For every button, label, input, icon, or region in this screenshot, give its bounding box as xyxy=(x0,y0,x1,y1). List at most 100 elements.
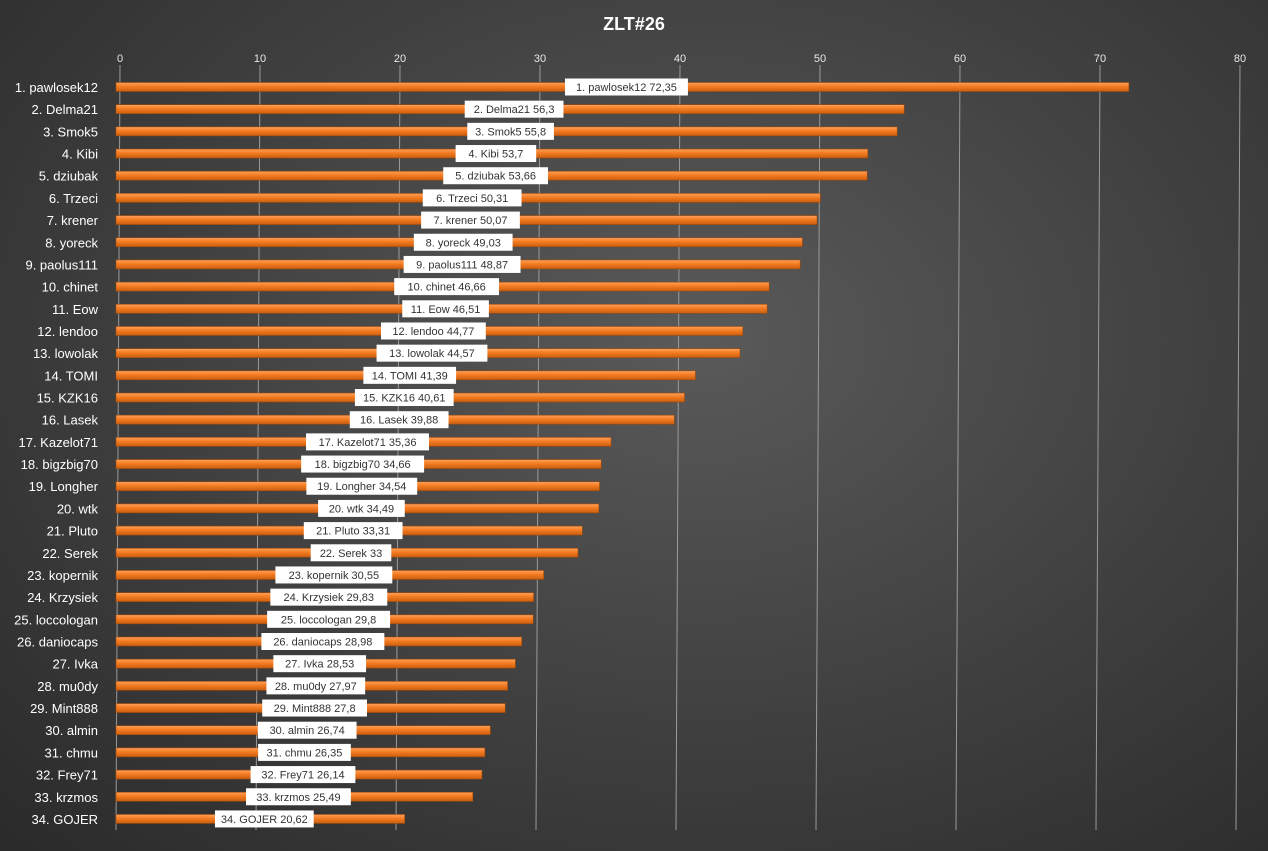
data-label: 21. Pluto 33,31 xyxy=(316,526,390,538)
data-label-box xyxy=(275,566,393,584)
data-label-box xyxy=(270,588,388,606)
data-label-box xyxy=(258,743,351,761)
data-label-box xyxy=(422,189,522,207)
data-label: 4. Kibi 53,7 xyxy=(468,149,523,161)
category-label: 29. Mint888 xyxy=(30,701,98,716)
data-label: 16. Lasek 39,88 xyxy=(360,415,438,427)
data-label-box xyxy=(250,766,356,784)
data-label: 1. pawlosek12 72,35 xyxy=(576,82,677,94)
data-label: 14. TOMI 41,39 xyxy=(372,370,448,382)
category-label: 23. kopernik xyxy=(27,568,98,583)
data-label-box xyxy=(349,411,449,429)
data-label: 10. chinet 46,66 xyxy=(407,282,485,294)
x-tick-label: 0 xyxy=(117,53,123,65)
category-label: 22. Serek xyxy=(42,546,98,561)
data-label: 3. Smok5 55,8 xyxy=(475,126,546,138)
data-label: 27. Ivka 28,53 xyxy=(285,659,354,671)
data-label-box xyxy=(267,610,391,628)
category-label: 17. Kazelot71 xyxy=(18,435,98,450)
category-label: 6. Trzeci xyxy=(49,191,98,206)
data-label: 25. loccologan 29,8 xyxy=(281,614,376,626)
data-label-box xyxy=(257,721,357,739)
data-label-box xyxy=(413,233,513,251)
category-label: 2. Delma21 xyxy=(32,102,98,117)
category-labels: 1. pawlosek12 2. Delma21 3. Smok5 4. Kibi 5.… xyxy=(14,80,99,827)
category-label: 18. bigzbig70 xyxy=(21,457,98,472)
x-tick-label: 40 xyxy=(674,53,686,65)
data-label-box xyxy=(455,145,537,163)
data-label-box xyxy=(262,699,367,717)
category-label: 19. Longher xyxy=(29,479,99,494)
data-label: 31. chmu 26,35 xyxy=(267,747,343,759)
x-tick-label: 80 xyxy=(1234,53,1246,65)
data-label: 23. kopernik 30,55 xyxy=(289,570,380,582)
data-label: 30. almin 26,74 xyxy=(270,725,345,737)
data-label-box xyxy=(443,167,549,185)
x-axis-ticks: 0 10 20 30 40 50 60 70 80 xyxy=(117,53,1246,65)
category-label: 11. Eow xyxy=(52,302,99,317)
chart-title: ZLT#26 xyxy=(603,14,665,34)
data-label-box xyxy=(306,477,418,495)
x-tick-label: 70 xyxy=(1094,53,1106,65)
x-tick-label: 50 xyxy=(814,53,826,65)
category-label: 25. loccologan xyxy=(14,612,98,627)
category-label: 27. Ivka xyxy=(52,657,98,672)
data-label-box xyxy=(301,455,425,473)
data-label-box xyxy=(394,278,500,296)
data-label: 34. GOJER 20,62 xyxy=(221,814,308,826)
category-label: 13. lowolak xyxy=(33,346,99,361)
data-label: 33. krzmos 25,49 xyxy=(256,792,340,804)
gridline xyxy=(115,64,121,831)
category-label: 28. mu0dy xyxy=(37,679,98,694)
gridlines xyxy=(115,64,1241,831)
data-label-box xyxy=(303,522,403,540)
data-label-box xyxy=(266,677,366,695)
data-label-box xyxy=(273,655,367,673)
category-label: 32. Frey71 xyxy=(36,768,98,783)
gridline xyxy=(535,64,541,831)
category-label: 4. Kibi xyxy=(62,147,98,162)
data-label-box xyxy=(246,788,351,806)
category-label: 26. daniocaps xyxy=(17,635,98,650)
data-label: 7. krener 50,07 xyxy=(433,215,507,227)
data-label-box xyxy=(376,344,488,362)
category-label: 16. Lasek xyxy=(42,413,99,428)
gridline xyxy=(255,64,261,831)
data-label: 11. Eow 46,51 xyxy=(411,304,481,316)
category-label: 34. GOJER xyxy=(32,812,98,827)
data-label: 8. yoreck 49,03 xyxy=(426,237,501,249)
x-tick-label: 30 xyxy=(534,53,546,65)
data-label: 29. Mint888 27,8 xyxy=(274,703,356,715)
data-label-box xyxy=(306,433,429,451)
category-label: 1. pawlosek12 xyxy=(15,80,98,95)
data-label-box xyxy=(421,211,520,229)
category-label: 33. krzmos xyxy=(34,790,98,805)
category-label: 31. chmu xyxy=(45,745,98,760)
data-label-box xyxy=(403,255,521,273)
category-label: 9. paolus111 xyxy=(25,257,98,272)
data-labels: 1. pawlosek12 72,35 2. Delma21 56,3 3. Smo… xyxy=(214,78,688,828)
x-tick-label: 10 xyxy=(254,53,266,65)
data-label-box xyxy=(564,78,688,96)
data-label-box xyxy=(214,810,314,828)
data-label-box xyxy=(363,366,457,384)
gridline xyxy=(815,64,821,831)
category-label: 24. Krzysiek xyxy=(27,590,98,605)
data-label: 17. Kazelot71 35,36 xyxy=(319,437,417,449)
data-label: 12. lendoo 44,77 xyxy=(392,326,474,338)
gridline xyxy=(675,64,681,831)
data-label: 13. lowolak 44,57 xyxy=(389,348,475,360)
category-label: 14. TOMI xyxy=(44,368,98,383)
category-label: 5. dziubak xyxy=(39,169,99,184)
data-label: 28. mu0dy 27,97 xyxy=(275,681,357,693)
data-label: 20. wtk 34,49 xyxy=(329,503,394,515)
category-label: 21. Pluto xyxy=(47,524,98,539)
data-label-box xyxy=(310,544,392,562)
data-label: 6. Trzeci 50,31 xyxy=(436,193,508,205)
category-label: 12. lendoo xyxy=(37,324,98,339)
category-label: 7. krener xyxy=(47,213,99,228)
data-label: 32. Frey71 26,14 xyxy=(261,770,344,782)
data-label-box xyxy=(380,322,486,340)
data-label-box xyxy=(354,389,454,407)
